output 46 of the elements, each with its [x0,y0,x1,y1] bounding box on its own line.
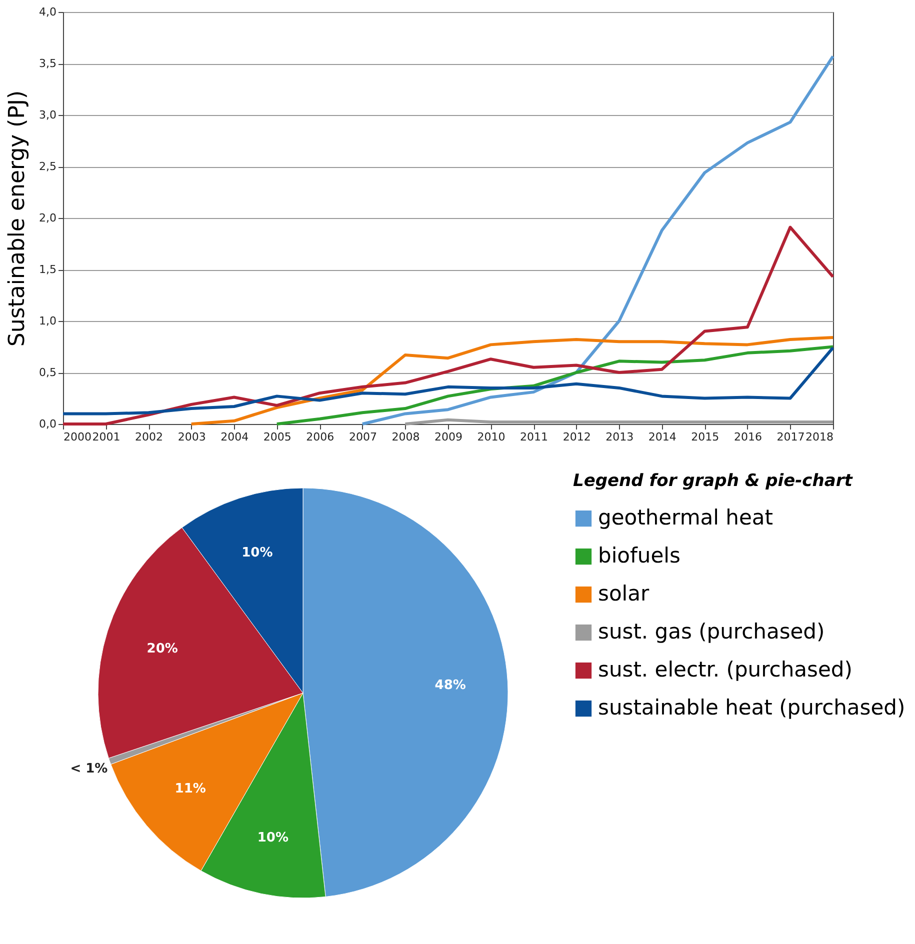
data-label: 10% [257,830,288,846]
x-tick-label: 2008 [392,430,420,444]
x-tick-label: 2003 [178,430,206,444]
y-tick-label: 3,0 [39,108,56,122]
x-tick-label: 2010 [477,430,506,444]
x-tick-label: 2005 [263,430,292,444]
line-series [62,346,834,416]
legend-label: solar [598,582,650,606]
x-tick-label: 2015 [691,430,720,444]
legend-title: Legend for graph & pie-chart [573,471,854,491]
data-label: 10% [242,546,273,561]
data-label: < 1% [70,762,108,777]
legend-label: sust. electr. (purchased) [598,658,852,682]
y-tick-label: 2,0 [39,212,56,224]
x-tick-label: 2000 [64,430,92,444]
x-tick-label: 2014 [648,430,676,444]
x-tick-label: 2012 [562,430,591,444]
line-series [275,345,834,426]
y-tick-label: 2,5 [39,160,56,173]
x-tick-label: 2002 [135,430,164,444]
y-tick-label: 3,5 [39,57,56,70]
data-label: 20% [146,641,178,656]
x-tick-label: 2016 [734,430,762,444]
y-tick-label: 0,0 [39,418,56,430]
line-series [190,336,834,426]
x-tick-label: 2017 [776,430,805,444]
y-axis-title: Sustainable energy (PJ) [5,90,30,347]
y-tick-label: 4,0 [39,6,56,18]
legend-label: sust. gas (purchased) [598,620,825,644]
data-label: 48% [434,678,466,693]
legend-label: biofuels [598,544,680,568]
x-tick-label: 2009 [434,430,462,444]
x-tick-label: 2001 [92,430,120,444]
x-tick-label: 2013 [606,430,634,444]
legend-label: geothermal heat [598,506,773,530]
legend-label: sustainable heat (purchased) [598,696,906,720]
x-tick-label: 2007 [348,430,377,444]
y-tick-label: 1,0 [39,314,56,328]
y-tick-label: 1,5 [39,263,56,276]
data-label: 11% [174,781,206,796]
x-tick-label: 2018 [806,430,834,444]
x-tick-label: 2006 [306,430,334,444]
x-tick-label: 2004 [220,430,249,444]
x-tick-label: 2011 [520,430,548,444]
y-tick-label: 0,5 [39,366,56,379]
line-series [360,54,834,426]
